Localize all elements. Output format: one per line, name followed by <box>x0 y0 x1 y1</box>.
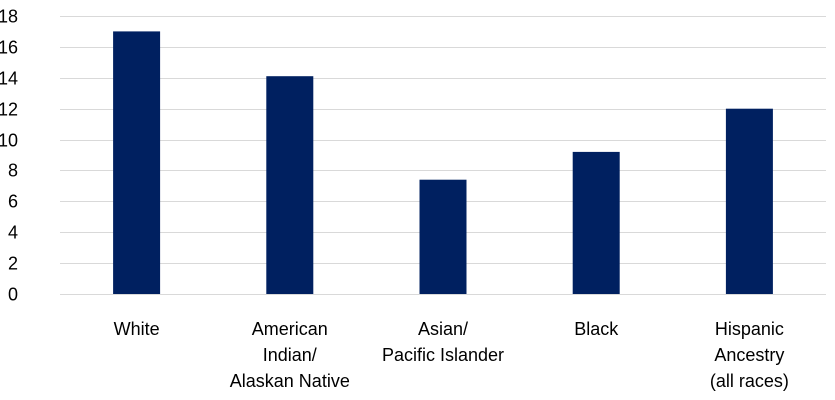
y-tick-label: 2 <box>8 254 18 274</box>
y-tick-label: 10 <box>0 131 18 151</box>
x-category-label-line: White <box>114 319 160 339</box>
x-category-label-line: (all races) <box>710 371 789 391</box>
y-tick-label: 14 <box>0 69 18 89</box>
x-category-label: White <box>114 319 160 339</box>
x-category-label-line: American <box>252 319 328 339</box>
bar-2 <box>419 179 467 294</box>
bars <box>113 31 773 295</box>
y-tick-label: 16 <box>0 38 18 58</box>
x-category-label-line: Pacific Islander <box>382 345 504 365</box>
x-category-label-line: Hispanic <box>715 319 784 339</box>
y-tick-label: 4 <box>8 223 18 243</box>
y-tick-label: 6 <box>8 192 18 212</box>
x-category-label-line: Ancestry <box>714 345 784 365</box>
x-category-label: American Indian/Alaskan Native <box>230 319 350 391</box>
x-axis-category-labels: White American Indian/Alaskan Native Asian/… <box>114 319 789 391</box>
y-tick-label: 0 <box>8 285 18 305</box>
x-category-label: Asian/Pacific Islander <box>382 319 504 365</box>
bar-0 <box>113 31 161 295</box>
x-category-label-line: Asian/ <box>418 319 468 339</box>
y-tick-label: 8 <box>8 161 18 181</box>
y-axis-tick-labels: 0 2 4 6 8 10 12 14 16 18 <box>0 7 18 305</box>
x-category-label-line: Alaskan Native <box>230 371 350 391</box>
x-category-label: Hispanic Ancestry (all races) <box>710 319 789 391</box>
y-tick-label: 12 <box>0 100 18 120</box>
x-category-label-line: Black <box>574 319 619 339</box>
bar-1 <box>266 76 314 294</box>
x-category-label-line: Indian/ <box>263 345 317 365</box>
y-tick-label: 18 <box>0 7 18 27</box>
bar-3 <box>572 151 620 294</box>
gridlines <box>60 16 826 295</box>
bar-4 <box>725 108 773 294</box>
x-category-label: Black <box>574 319 619 339</box>
